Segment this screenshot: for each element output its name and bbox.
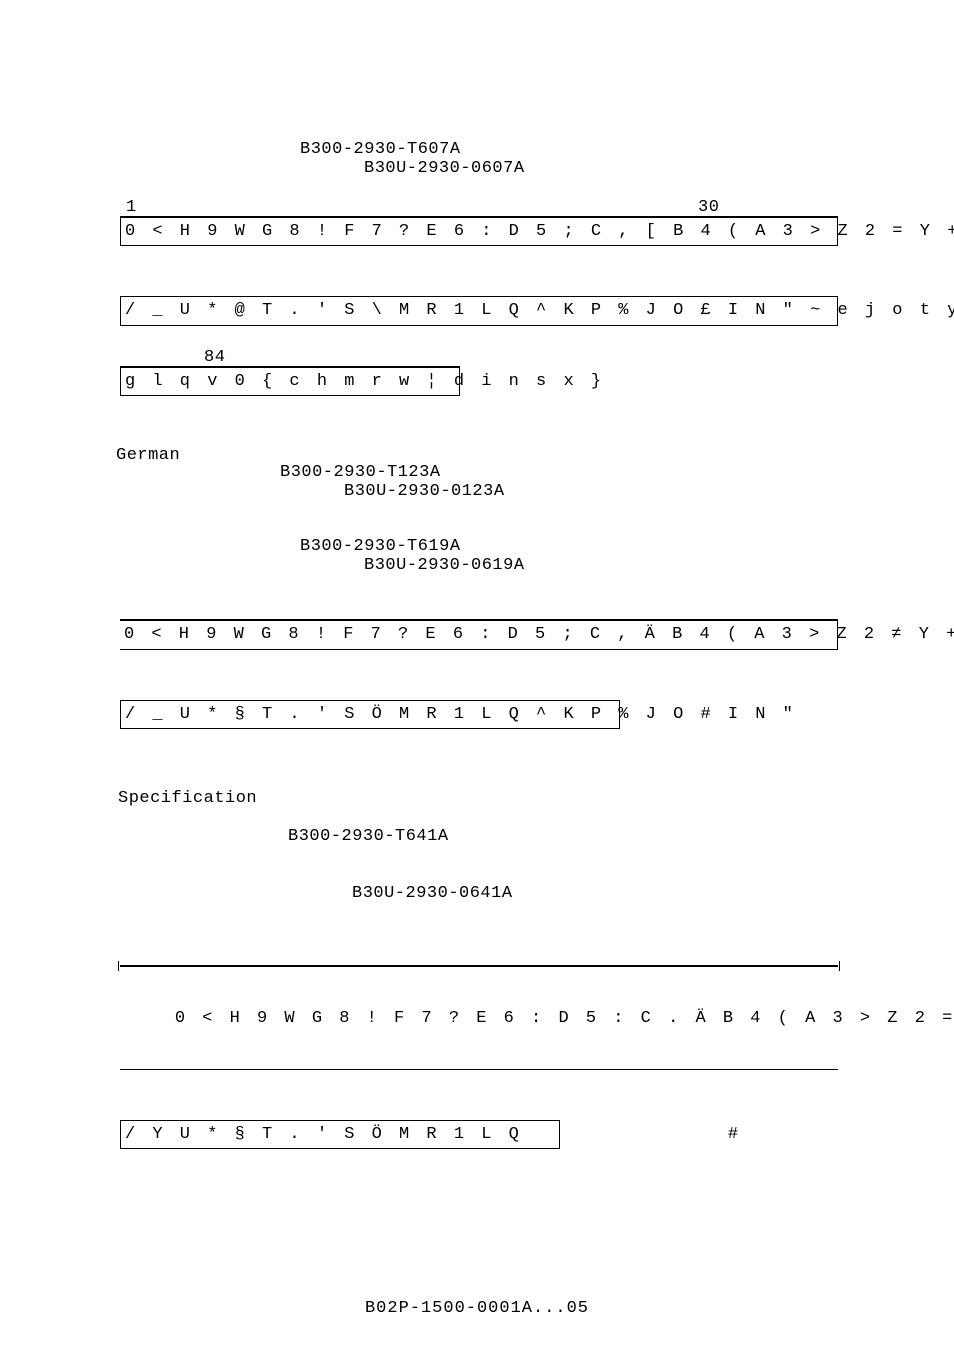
charset-row-6: 0 < H 9 W G 8 ! F 7 ? E 6 : D 5 : C . Ä … (120, 967, 838, 1069)
ruler-header: 1 30 (120, 198, 838, 216)
spec-label-text: Specification (118, 789, 288, 941)
code-line: B300-2930-T641A (288, 827, 513, 846)
code-block-1: B300-2930-T607A B30U-2930-0607A (300, 140, 954, 178)
charset-row-3: g l q v 0 { c h m r w ¦ d i n s x } (120, 368, 460, 396)
ruler-mark-30: 30 (698, 198, 719, 217)
document-page: B300-2930-T607A B30U-2930-0607A 1 30 0 <… (0, 0, 954, 1149)
ruler-mark-1: 1 (126, 198, 137, 217)
charset-row-5: / _ U * § T . ' S Ö M R 1 L Q ^ K P % J … (120, 700, 620, 729)
charset-row-1: 0 < H 9 W G 8 ! F 7 ? E 6 : D 5 ; C , [ … (120, 218, 838, 246)
code-line: B30U-2930-0619A (364, 556, 954, 575)
section-label-specification: Specification B300-2930-T641A B30U-2930-… (118, 789, 954, 941)
charset-row-7: / Y U * § T . ' S Ö M R 1 L Q # (120, 1120, 560, 1149)
charset-row-4: 0 < H 9 W G 8 ! F 7 ? E 6 : D 5 ; C , Ä … (120, 621, 838, 649)
code-line: B30U-2930-0123A (344, 482, 954, 501)
code-block-german-2: B300-2930-T619A B30U-2930-0619A (300, 537, 954, 575)
code-block-german-1: B300-2930-T123A B30U-2930-0123A (280, 463, 954, 501)
code-line: B30U-2930-0641A (352, 884, 513, 903)
code-line: B30U-2930-0607A (364, 159, 954, 178)
code-line: B300-2930-T619A (300, 537, 954, 556)
ruler-84: 84 (120, 350, 460, 368)
charset-row-2: / _ U * @ T . ' S \ M R 1 L Q ^ K P % J … (120, 296, 838, 325)
page-footer: B02P-1500-0001A...05 (0, 1299, 954, 1318)
code-line: B300-2930-T123A (280, 463, 954, 482)
code-line: B300-2930-T607A (300, 140, 954, 159)
